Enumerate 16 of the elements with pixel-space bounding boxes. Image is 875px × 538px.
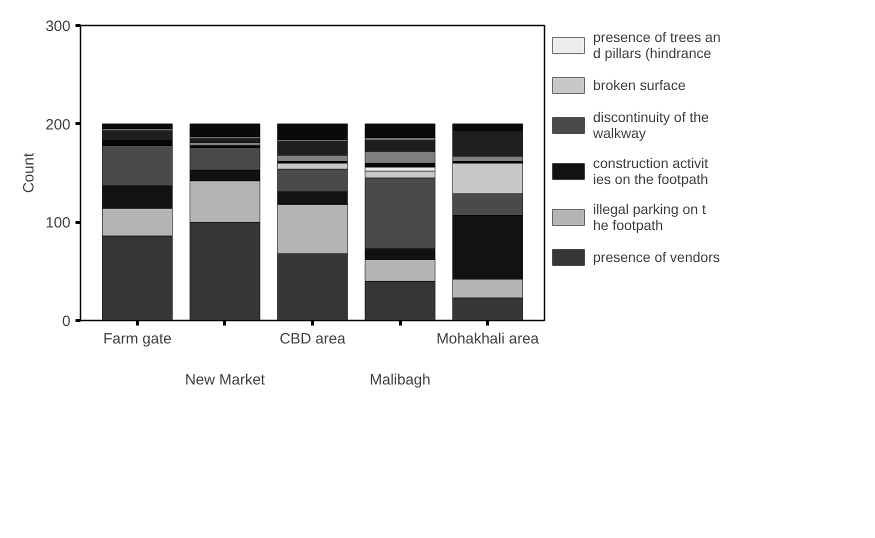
- x-tick-label: Farm gate: [103, 330, 172, 348]
- legend-label: illegal parking on the footpath: [593, 201, 706, 233]
- x-tick-label: Mohakhali area: [436, 330, 540, 348]
- legend-label: construction activities on the footpath: [593, 155, 708, 187]
- y-tick-label: 200: [45, 116, 71, 134]
- y-tick-label: 300: [45, 18, 71, 35]
- x-tick-label: New Market: [184, 371, 266, 388]
- y-tick-label: 100: [45, 214, 71, 232]
- legend-label: presence of vendors: [593, 249, 720, 265]
- y-tick-label: 0: [62, 313, 70, 330]
- x-tick-label: Malibagh: [370, 371, 430, 388]
- legend-label: broken surface: [593, 77, 686, 93]
- x-tick-label: CBD area: [280, 330, 346, 348]
- y-axis-title: Count: [20, 152, 38, 194]
- legend-label: presence of trees and pillars (hindrance: [593, 29, 721, 61]
- legend-label: discontinuity of the walkway: [593, 109, 709, 141]
